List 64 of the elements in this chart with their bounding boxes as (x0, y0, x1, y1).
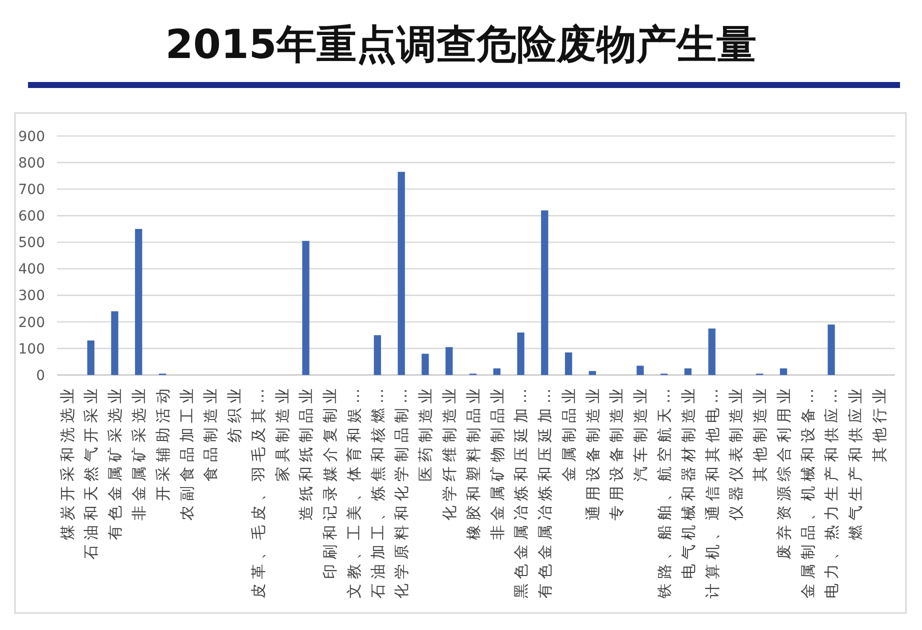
x-tick-label: 汽车制造业 (632, 384, 650, 482)
x-tick-label: 纺织业 (226, 384, 244, 442)
x-tick-label: 通用设备制造业 (584, 384, 602, 520)
x-tick-label: 金属制品业 (560, 384, 578, 482)
y-tick-label: 300 (18, 288, 45, 304)
bar (517, 332, 524, 375)
x-tick-label: 计算机、通信和其他电… (703, 384, 722, 598)
x-tick-label: 专用设备制造业 (608, 384, 626, 520)
y-tick-label: 700 (18, 182, 45, 198)
x-tick-label: 其他行业 (870, 384, 888, 462)
x-tick-label: 非金属矿物制品业 (488, 384, 506, 540)
bar (541, 210, 548, 375)
bar (564, 352, 572, 375)
chart-title: 2015年重点调查危险废物产生量 (165, 22, 757, 68)
y-tick-label: 800 (18, 155, 45, 172)
y-tick-label: 900 (18, 128, 45, 145)
x-tick-label: 燃气生产和供应业 (846, 384, 865, 540)
x-tick-label: 开采辅助活动 (154, 384, 172, 501)
x-tick-label: 金属制品、机械和设备… (798, 384, 817, 598)
x-tick-label: 石油和天然气开采业 (82, 384, 100, 560)
x-tick-label: 电气机械和器材制造业 (679, 384, 698, 579)
bar (446, 347, 453, 375)
bar (111, 311, 118, 375)
x-tick-label: 废弃资源综合利用业 (774, 384, 793, 560)
bar (708, 328, 716, 375)
bar (780, 368, 788, 375)
bar (828, 324, 835, 375)
x-tick-label: 印刷和记录媒介复制业 (321, 384, 340, 579)
x-tick-label: 石油加工、炼焦和核燃… (368, 384, 387, 598)
bar (135, 228, 142, 375)
bar (302, 240, 310, 375)
y-tick-label: 500 (18, 235, 45, 252)
x-tick-label: 煤炭开采和洗选业 (58, 384, 76, 540)
x-tick-label: 黑色金属冶炼和压延加… (512, 384, 530, 598)
x-tick-label: 医药制造业 (416, 384, 435, 482)
y-tick-label: 600 (18, 208, 45, 225)
y-tick-label: 200 (18, 314, 45, 331)
bar (422, 354, 429, 375)
x-tick-label: 造纸和纸制品业 (297, 384, 316, 520)
bar (588, 371, 596, 375)
bar (636, 366, 644, 375)
x-tick-label: 皮革、毛皮、羽毛及其… (249, 384, 268, 598)
x-tick-label: 家具制造业 (273, 384, 292, 482)
bar (374, 335, 382, 375)
x-tick-label: 农副食品加工业 (178, 384, 196, 520)
y-tick-label: 400 (18, 262, 45, 278)
x-tick-label: 化学原料和化学制品制… (392, 384, 411, 598)
x-tick-label: 文教、工美、体育和娱… (344, 384, 363, 598)
y-tick-label: 100 (18, 341, 45, 358)
x-tick-label: 食品制造业 (202, 384, 220, 482)
bar (87, 340, 94, 375)
bar (684, 368, 692, 375)
x-tick-label: 铁路、船舶、航空航天… (655, 384, 674, 600)
x-tick-label: 化学纤维制造业 (440, 384, 459, 520)
x-tick-label: 仪器仪表制造业 (727, 384, 746, 520)
x-tick-label: 有色金属冶炼和压延加… (536, 384, 554, 598)
x-tick-label: 有色金属矿采选业 (106, 384, 124, 540)
x-tick-label: 电力、热力生产和供应… (822, 384, 841, 598)
bar (493, 368, 500, 375)
x-tick-label: 非金属矿采选业 (130, 384, 148, 520)
y-tick-label: 0 (36, 368, 45, 384)
x-tick-label: 其他制造业 (751, 384, 770, 482)
x-tick-label: 橡胶和塑料制品业 (464, 384, 482, 540)
bar (398, 172, 405, 375)
